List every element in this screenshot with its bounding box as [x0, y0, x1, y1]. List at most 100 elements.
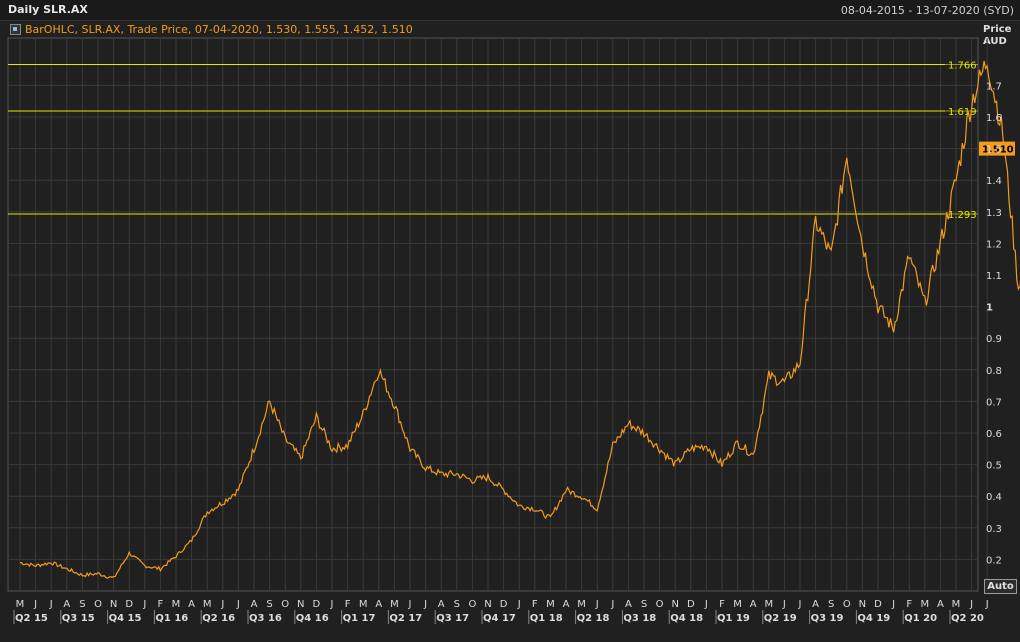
- x-quarter-label: Q1 16: [155, 613, 188, 624]
- y-tick-label: 1.6: [986, 113, 1002, 124]
- x-month-label: A: [251, 599, 258, 610]
- y-tick-label: 1.2: [986, 239, 1002, 250]
- x-month-label: J: [610, 599, 614, 610]
- x-quarter-label: Q2 20: [951, 613, 984, 624]
- x-quarter-label: Q4 18: [670, 613, 703, 624]
- x-month-label: A: [438, 599, 445, 610]
- x-quarter-label: Q1 19: [717, 613, 750, 624]
- x-month-label: M: [577, 599, 586, 610]
- x-month-label: J: [595, 599, 599, 610]
- y-tick-label: 0.8: [986, 366, 1002, 377]
- x-month-label: A: [812, 599, 819, 610]
- x-month-label: S: [641, 599, 647, 610]
- currency-label: AUD: [983, 36, 1007, 47]
- x-month-label: D: [500, 599, 508, 610]
- y-tick-label: 1.5: [986, 145, 1002, 156]
- x-month-label: M: [920, 599, 929, 610]
- y-tick-label: 0.9: [986, 334, 1002, 345]
- series-legend[interactable]: BarOHLC, SLR.AX, Trade Price, 07-04-2020…: [10, 22, 413, 36]
- x-month-label: A: [63, 599, 70, 610]
- x-month-label: A: [750, 599, 757, 610]
- y-tick-label: 1.1: [986, 271, 1002, 282]
- date-range: 08-04-2015 - 13-07-2020 (SYD): [840, 4, 1014, 17]
- y-tick-label: 0.7: [986, 397, 1002, 408]
- x-month-label: N: [859, 599, 866, 610]
- x-month-label: J: [408, 599, 412, 610]
- y-tick-label: 1.7: [986, 81, 1002, 92]
- x-month-label: M: [764, 599, 773, 610]
- horizontal-line-label: 1.293: [948, 210, 977, 221]
- x-month-label: J: [782, 599, 786, 610]
- window-titlebar: Daily SLR.AX 08-04-2015 - 13-07-2020 (SY…: [0, 0, 1020, 21]
- series-settings-icon[interactable]: [10, 23, 21, 35]
- x-month-label: M: [733, 599, 742, 610]
- x-month-label: O: [843, 599, 851, 610]
- x-month-label: O: [281, 599, 289, 610]
- y-tick-label: 0.4: [986, 492, 1002, 503]
- x-quarter-label: Q2 15: [15, 613, 48, 624]
- x-month-label: N: [671, 599, 678, 610]
- x-month-label: A: [563, 599, 570, 610]
- x-month-label: M: [359, 599, 368, 610]
- x-month-label: N: [110, 599, 117, 610]
- x-month-label: J: [969, 599, 973, 610]
- x-month-label: F: [158, 599, 164, 610]
- x-month-label: F: [345, 599, 351, 610]
- x-quarter-label: Q4 16: [296, 613, 329, 624]
- x-month-label: J: [985, 599, 989, 610]
- x-month-label: A: [937, 599, 944, 610]
- price-axis-title: Price AUD: [983, 24, 1011, 48]
- x-month-label: F: [906, 599, 912, 610]
- x-quarter-label: Q1 20: [904, 613, 937, 624]
- x-month-label: M: [390, 599, 399, 610]
- horizontal-lines[interactable]: 1.766 1.619 1.293: [8, 61, 978, 221]
- horizontal-line-label: 1.619: [948, 107, 977, 118]
- x-quarter-label: Q1 18: [530, 613, 563, 624]
- legend-text: BarOHLC, SLR.AX, Trade Price, 07-04-2020…: [25, 22, 413, 36]
- x-month-label: M: [952, 599, 961, 610]
- last-price-marker: [979, 141, 1015, 156]
- x-month-label: S: [454, 599, 460, 610]
- x-quarter-label: Q3 16: [249, 613, 282, 624]
- x-month-label: J: [330, 599, 334, 610]
- x-month-label: J: [423, 599, 427, 610]
- y-axis: 0.2 0.3 0.4 0.5 0.6 0.7 0.8 0.9 1 1.1 1.2 1.3 1.4 1.5…: [986, 81, 1002, 566]
- x-month-label: O: [656, 599, 664, 610]
- plot-frame: [7, 37, 979, 592]
- x-month-label: M: [203, 599, 212, 610]
- x-month-label: M: [172, 599, 181, 610]
- x-quarter-label: Q4 19: [857, 613, 890, 624]
- x-month-label: D: [125, 599, 133, 610]
- x-month-label: J: [236, 599, 240, 610]
- y-tick-label: 0.3: [986, 524, 1002, 535]
- x-month-label: A: [625, 599, 632, 610]
- x-month-label: D: [874, 599, 882, 610]
- x-quarter-label: Q2 19: [764, 613, 797, 624]
- x-month-label: J: [33, 599, 37, 610]
- x-quarter-label: Q4 15: [109, 613, 142, 624]
- last-price-label: 1.510: [982, 145, 1014, 156]
- y-tick-label: 1.3: [986, 208, 1002, 219]
- x-month-label: J: [220, 599, 224, 610]
- y-tick-label: 1: [986, 303, 993, 314]
- x-month-label: N: [297, 599, 304, 610]
- x-quarter-label: Q2 18: [577, 613, 610, 624]
- x-month-label: J: [798, 599, 802, 610]
- auto-scale-button[interactable]: Auto: [984, 579, 1017, 594]
- x-month-label: J: [49, 599, 53, 610]
- x-month-label: J: [517, 599, 521, 610]
- x-quarter-label: Q3 18: [623, 613, 656, 624]
- x-month-label: S: [828, 599, 834, 610]
- price-label: Price: [983, 24, 1012, 35]
- y-tick-label: 0.2: [986, 555, 1002, 566]
- x-month-label: A: [188, 599, 195, 610]
- chart-title: Daily SLR.AX: [8, 3, 88, 16]
- price-series: 1.510: [20, 60, 1020, 579]
- x-month-label: J: [704, 599, 708, 610]
- y-tick-label: 0.5: [986, 461, 1002, 472]
- y-tick-label: 1.4: [986, 176, 1002, 187]
- x-month-label: F: [719, 599, 725, 610]
- grid: [8, 38, 988, 591]
